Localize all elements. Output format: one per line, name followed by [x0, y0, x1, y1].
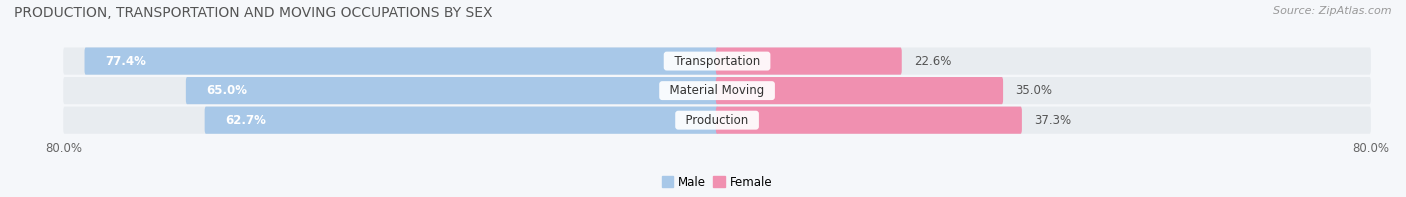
- FancyBboxPatch shape: [63, 47, 1371, 75]
- Text: 37.3%: 37.3%: [1035, 114, 1071, 127]
- Text: 65.0%: 65.0%: [207, 84, 247, 97]
- FancyBboxPatch shape: [716, 107, 1022, 134]
- FancyBboxPatch shape: [63, 107, 1371, 134]
- Text: 77.4%: 77.4%: [105, 55, 146, 68]
- Legend: Male, Female: Male, Female: [657, 171, 778, 193]
- Text: PRODUCTION, TRANSPORTATION AND MOVING OCCUPATIONS BY SEX: PRODUCTION, TRANSPORTATION AND MOVING OC…: [14, 6, 492, 20]
- Text: 35.0%: 35.0%: [1015, 84, 1052, 97]
- Text: Material Moving: Material Moving: [662, 84, 772, 97]
- Text: Production: Production: [678, 114, 756, 127]
- FancyBboxPatch shape: [205, 107, 718, 134]
- Text: Transportation: Transportation: [666, 55, 768, 68]
- FancyBboxPatch shape: [186, 77, 718, 104]
- FancyBboxPatch shape: [63, 77, 1371, 104]
- FancyBboxPatch shape: [716, 77, 1002, 104]
- Text: 22.6%: 22.6%: [914, 55, 952, 68]
- Text: 62.7%: 62.7%: [225, 114, 266, 127]
- Text: Source: ZipAtlas.com: Source: ZipAtlas.com: [1274, 6, 1392, 16]
- FancyBboxPatch shape: [84, 47, 718, 75]
- FancyBboxPatch shape: [716, 47, 901, 75]
